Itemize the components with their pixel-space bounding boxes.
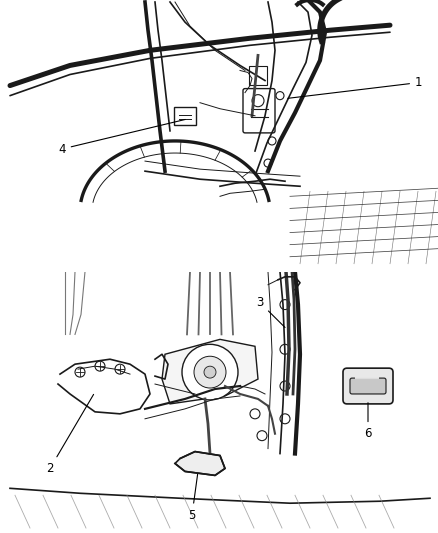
Circle shape [250,409,260,419]
FancyBboxPatch shape [243,88,275,133]
Circle shape [276,92,284,100]
Circle shape [95,361,105,371]
FancyBboxPatch shape [343,368,393,404]
Circle shape [115,364,125,374]
Circle shape [280,381,290,391]
Circle shape [257,431,267,441]
FancyBboxPatch shape [249,67,267,85]
Circle shape [280,344,290,354]
Circle shape [194,356,226,388]
Circle shape [204,366,216,378]
Circle shape [268,137,276,145]
Circle shape [280,414,290,424]
Text: 5: 5 [188,474,198,522]
Circle shape [252,95,264,107]
Circle shape [280,300,290,310]
Circle shape [264,159,272,167]
Text: 6: 6 [364,403,372,440]
Text: 4: 4 [58,119,185,156]
Text: 2: 2 [46,394,94,475]
Polygon shape [162,340,258,404]
Polygon shape [175,451,225,475]
Text: 1: 1 [288,76,423,98]
FancyBboxPatch shape [174,107,196,125]
Circle shape [182,344,238,400]
FancyBboxPatch shape [350,378,386,394]
Text: 3: 3 [256,296,285,327]
Circle shape [75,367,85,377]
